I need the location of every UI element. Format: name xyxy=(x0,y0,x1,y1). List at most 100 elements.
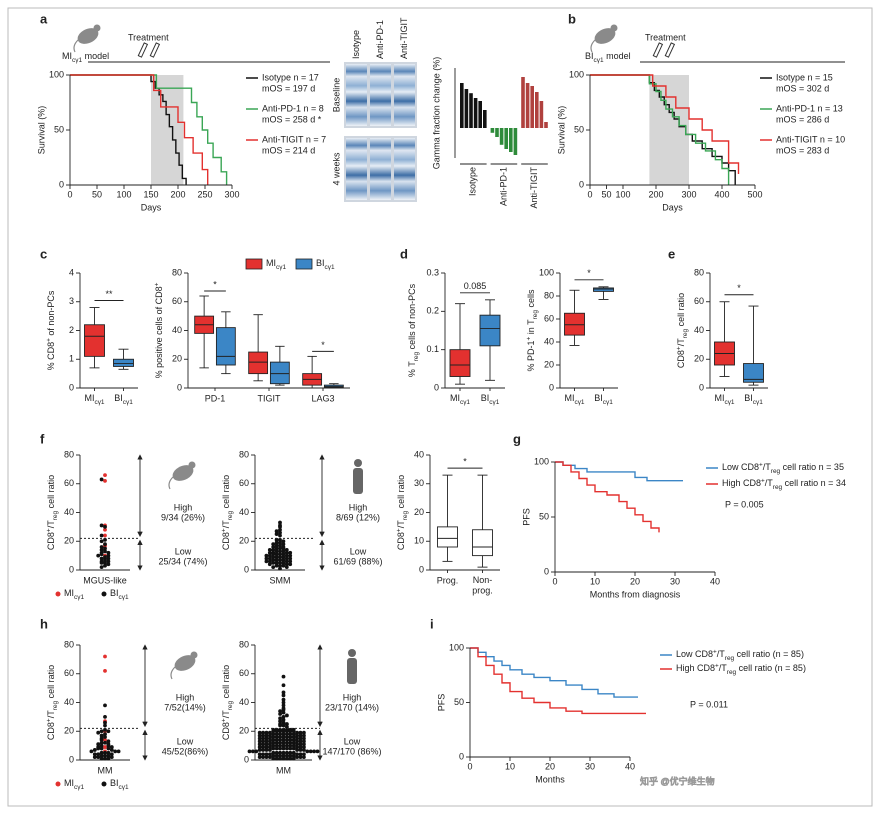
survival-curve xyxy=(590,74,740,174)
mouse-icon xyxy=(590,39,596,53)
dot xyxy=(99,547,104,552)
dot xyxy=(274,558,279,562)
dot xyxy=(278,527,282,532)
dot xyxy=(288,753,293,758)
gel-lane xyxy=(346,138,367,200)
dot xyxy=(103,524,107,529)
y-tick-label: 60 xyxy=(239,478,249,488)
dot xyxy=(264,752,269,757)
y-tick-label: 40 xyxy=(172,325,182,335)
dot xyxy=(315,749,320,754)
y-tick-label: 0 xyxy=(419,564,424,574)
dot xyxy=(264,553,269,558)
low-label-line: 61/69 (88%) xyxy=(333,557,382,567)
dot xyxy=(281,710,286,715)
dot xyxy=(113,749,118,754)
box xyxy=(248,351,269,375)
dot xyxy=(281,539,286,544)
model-label: BIcγ1 model xyxy=(585,51,631,63)
y-tick-label: 0 xyxy=(434,382,439,392)
dot xyxy=(284,556,289,561)
dot xyxy=(257,742,262,747)
legend-note: mOS = 214 d xyxy=(262,145,315,155)
legend-label-part: /T xyxy=(719,663,728,673)
dot xyxy=(261,733,265,738)
dot xyxy=(267,562,272,567)
dot xyxy=(312,749,316,754)
y-tick-label: 60 xyxy=(64,478,74,488)
dot xyxy=(261,730,265,735)
y-tick-label: 20 xyxy=(694,354,704,364)
bar xyxy=(460,83,464,128)
panel-letter: a xyxy=(40,11,48,26)
x-tick-label: 50 xyxy=(92,189,102,199)
panel-letter: g xyxy=(513,431,521,446)
y-axis-label-part: + xyxy=(675,346,682,350)
sig-label: * xyxy=(463,457,467,467)
dot xyxy=(271,756,276,761)
dot xyxy=(103,533,107,538)
dot xyxy=(278,712,282,716)
sig-label: ** xyxy=(105,289,113,299)
mouse-icon xyxy=(93,24,101,32)
y-axis-label-part: in T xyxy=(526,319,536,337)
legend-swatch xyxy=(55,591,61,597)
dot xyxy=(285,725,289,729)
human-icon xyxy=(348,649,356,657)
dot xyxy=(99,733,104,738)
bar xyxy=(469,93,473,128)
y-axis-label: PFS xyxy=(436,694,446,712)
x-tick-label: 10 xyxy=(590,576,600,586)
legend-label-part: cγ1 xyxy=(325,264,335,271)
x-axis-label: Days xyxy=(662,202,683,212)
dot xyxy=(96,553,101,558)
dot xyxy=(274,740,279,745)
dot xyxy=(267,556,272,561)
high-label-line: 9/34 (26%) xyxy=(161,513,205,523)
y-tick-label: 20 xyxy=(544,359,554,369)
dot xyxy=(302,752,306,757)
dot xyxy=(281,700,286,705)
x-tick-label: 20 xyxy=(545,761,555,771)
x-tick-label-part: BI xyxy=(594,393,603,403)
dot xyxy=(268,739,272,744)
legend-label: MIcγ1 xyxy=(64,778,84,790)
dot xyxy=(281,690,286,695)
gel-lane xyxy=(394,64,415,126)
dot xyxy=(278,533,282,538)
y-axis-label-part: cells of non-PCs xyxy=(407,283,417,352)
box xyxy=(437,526,458,548)
legend-label-part: MI xyxy=(64,588,74,598)
dot xyxy=(271,732,276,737)
legend-swatch xyxy=(55,781,61,787)
dot xyxy=(291,729,296,734)
dot xyxy=(295,748,299,752)
y-tick-label: 100 xyxy=(569,69,584,79)
y-axis-label-part: cell ratio xyxy=(221,665,231,701)
dot xyxy=(278,546,282,551)
y-axis-label: CD8+/Treg cell ratio xyxy=(45,475,59,550)
dot xyxy=(274,735,279,739)
dot xyxy=(281,555,286,559)
mouse-icon xyxy=(190,651,198,659)
dot xyxy=(268,736,272,741)
y-tick-label: 20 xyxy=(64,536,74,546)
dot xyxy=(291,743,296,748)
legend-label-part: + xyxy=(759,461,763,468)
y-axis-label-part: + xyxy=(153,282,160,286)
dot xyxy=(103,723,107,728)
dot xyxy=(274,729,279,734)
sig-label: * xyxy=(587,268,591,278)
dot xyxy=(92,755,97,760)
dot xyxy=(281,746,286,751)
dot xyxy=(302,755,306,760)
dot xyxy=(305,749,310,754)
gel-column-label: Isotype xyxy=(351,30,361,59)
dot xyxy=(103,732,107,737)
x-tick-label-part: cγ1 xyxy=(94,399,104,406)
x-axis-label: Months from diagnosis xyxy=(590,589,681,599)
dot xyxy=(285,737,289,742)
dot xyxy=(271,729,276,734)
x-tick-label: 500 xyxy=(747,189,762,199)
y-tick-label: 0 xyxy=(579,179,584,189)
